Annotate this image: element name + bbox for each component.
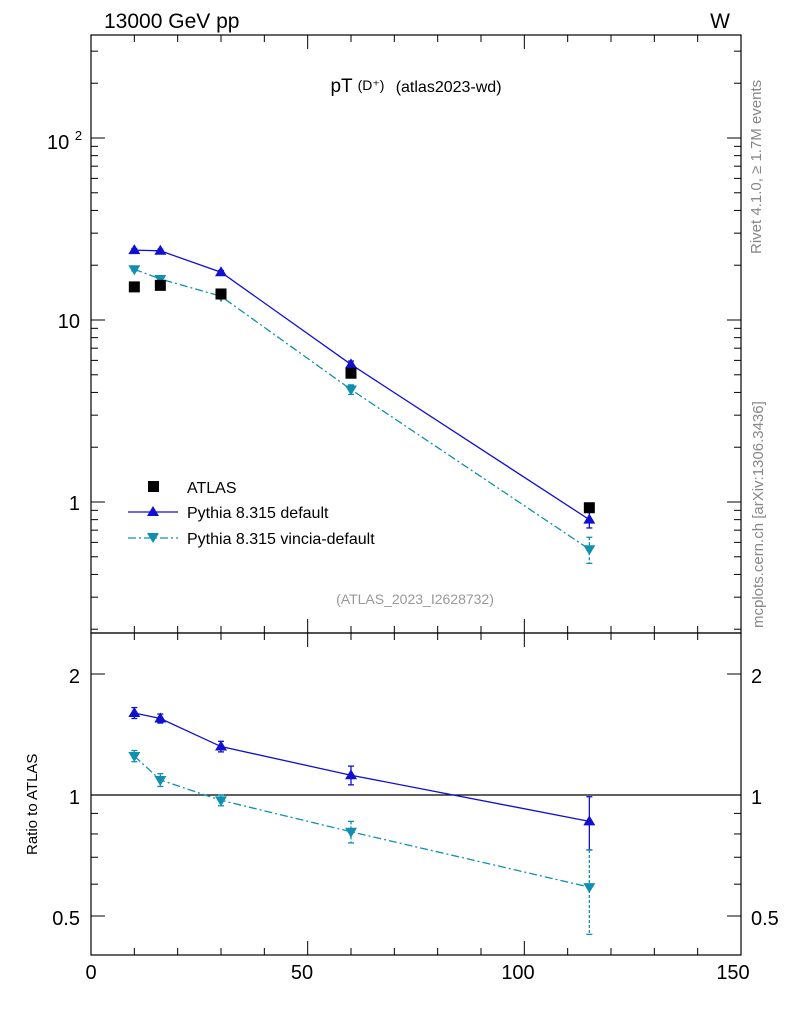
ratio-ytick-label-2-left: 2	[69, 666, 80, 688]
main-atlas-point	[583, 502, 595, 514]
main-ytick-label-10: 10	[58, 311, 80, 333]
mcplots-info: mcplots.cern.ch [arXiv:1306.3436]	[750, 401, 767, 628]
main-atlas-point	[154, 279, 166, 291]
legend-marker-default	[147, 506, 159, 516]
main-ytick-label-1: 1	[69, 493, 80, 515]
main-vincia-point	[345, 385, 357, 396]
ratio-vincia-line	[133, 755, 590, 888]
ratio-vincia-point	[154, 775, 167, 786]
plot-title-tag: (atlas2023-wd)	[396, 79, 502, 96]
ratio-default-point	[583, 815, 596, 826]
ratio-panel-frame	[90, 632, 742, 956]
ratio-ylabel: Ratio to ATLAS	[24, 754, 41, 855]
ratio-default-point	[215, 740, 227, 751]
legend-label-default: Pythia 8.315 default	[187, 505, 329, 522]
header-right: W	[710, 10, 730, 33]
main-default-point	[345, 358, 357, 369]
main-ytick-label-100: 10 2	[47, 128, 82, 154]
ratio-default-point	[128, 706, 141, 717]
ratio-default-point	[345, 769, 357, 780]
legend: ATLAS Pythia 8.315 default Pythia 8.315 …	[128, 480, 375, 548]
main-default-point	[154, 244, 167, 255]
analysis-watermark: (ATLAS_2023_I2628732)	[336, 591, 494, 607]
legend-label-atlas: ATLAS	[187, 480, 237, 497]
header-left: 13000 GeV pp	[104, 10, 239, 33]
plot-title-sub: (D⁺)	[358, 77, 385, 93]
ratio-default-point	[154, 712, 167, 723]
main-default-point	[128, 244, 141, 255]
xtick-label-0: 0	[85, 962, 96, 984]
main-ytick-100-exp: 2	[75, 128, 82, 143]
ratio-vincia-point	[215, 796, 227, 807]
main-vincia-point	[128, 265, 141, 276]
plot-title-main: pT	[330, 76, 353, 97]
main-atlas-point	[215, 288, 227, 300]
ratio-ytick-label-05-left: 0.5	[52, 908, 80, 930]
main-default-point	[583, 513, 596, 524]
plot-title: pT (D⁺) (atlas2023-wd)	[330, 74, 501, 97]
ratio-vincia-point	[345, 827, 357, 838]
ratio-vincia-point	[583, 883, 596, 894]
legend-marker-vincia	[147, 533, 159, 543]
ratio-vincia-point	[128, 752, 141, 763]
rivet-info: Rivet 4.1.0, ≥ 1.7M events	[748, 80, 765, 254]
axis-ticks	[90, 35, 742, 955]
xtick-label-150: 150	[716, 962, 749, 984]
main-ytick-100-base: 10	[47, 132, 69, 154]
main-plot-marks	[128, 244, 596, 565]
ratio-plot-marks	[128, 706, 596, 936]
main-vincia-line	[134, 268, 590, 550]
ratio-ytick-label-05-right: 0.5	[751, 908, 779, 930]
legend-label-vincia: Pythia 8.315 vincia-default	[187, 531, 375, 548]
main-atlas-point	[345, 367, 357, 379]
main-default-point	[215, 266, 227, 277]
xtick-label-50: 50	[291, 962, 313, 984]
ratio-ytick-label-2-right: 2	[751, 666, 762, 688]
ratio-ytick-label-1-left: 1	[69, 787, 80, 809]
legend-marker-atlas	[148, 481, 159, 492]
xtick-label-100: 100	[501, 962, 534, 984]
main-atlas-point	[128, 281, 140, 293]
main-vincia-point	[583, 545, 596, 556]
ratio-ytick-label-1-right: 1	[751, 787, 762, 809]
ratio-default-line	[134, 712, 590, 822]
